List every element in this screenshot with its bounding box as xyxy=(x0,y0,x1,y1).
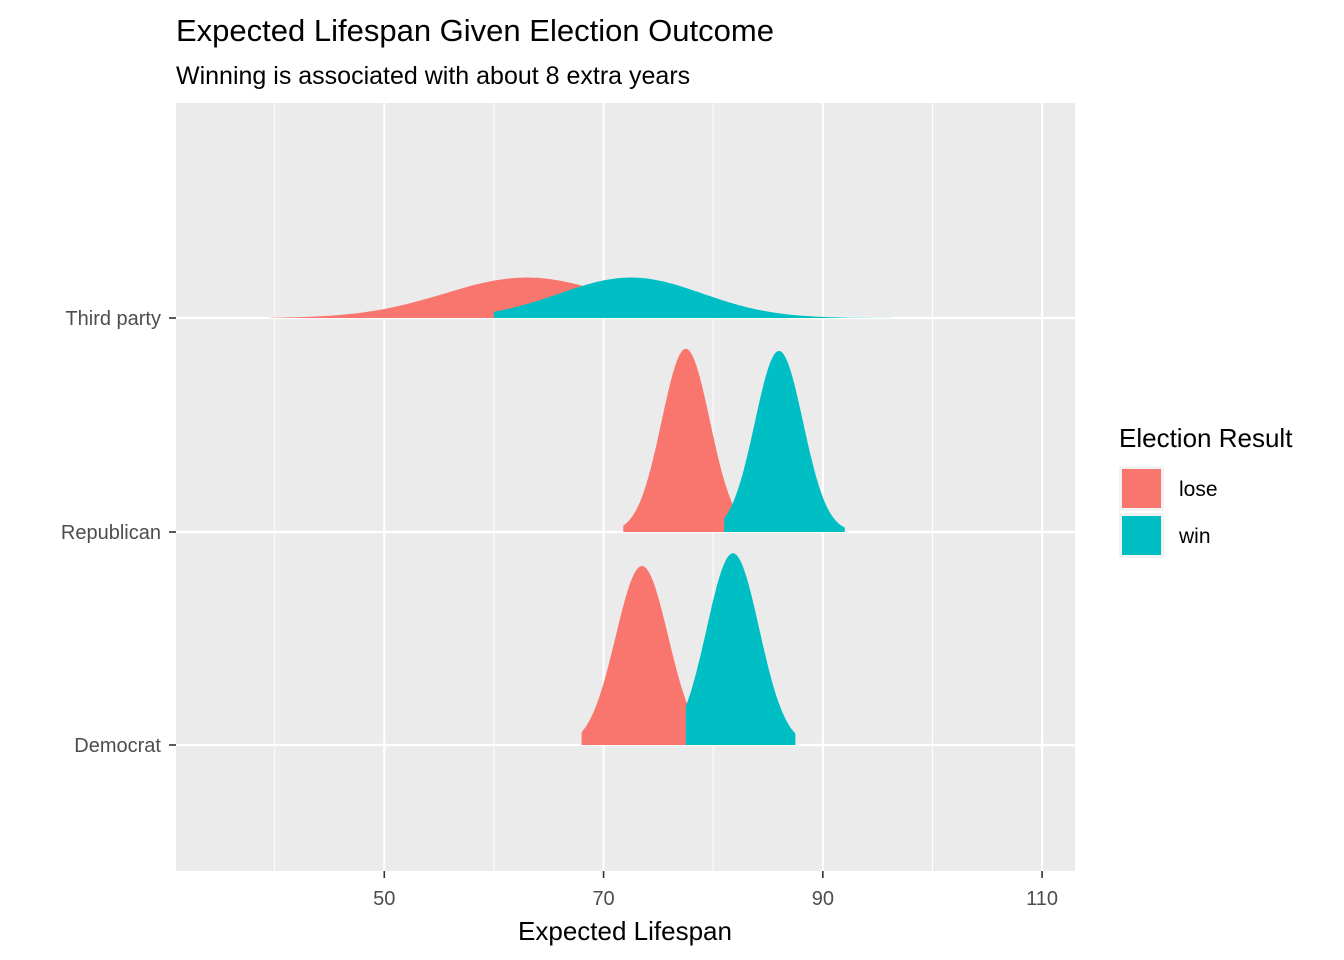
legend-swatch-win xyxy=(1122,516,1161,555)
x-tick-label: 90 xyxy=(812,888,834,910)
y-tick-label: Third party xyxy=(65,308,161,330)
ridge-win-democrat xyxy=(685,553,796,745)
y-axis: Democrat Republican Third party xyxy=(61,308,176,757)
legend-title: Election Result xyxy=(1119,423,1293,453)
chart-subtitle: Winning is associated with about 8 extra… xyxy=(176,62,690,90)
ridge-lose-republican xyxy=(623,348,747,532)
chart-title: Expected Lifespan Given Election Outcome xyxy=(176,13,774,48)
plot-panel xyxy=(176,103,1075,871)
ridge-lose-democrat xyxy=(581,566,703,745)
legend-label-win: win xyxy=(1178,525,1211,548)
x-axis: 50 70 90 110 xyxy=(373,871,1058,910)
legend-swatch-lose xyxy=(1122,469,1161,508)
x-tick-label: 50 xyxy=(373,888,395,910)
x-tick-label: 70 xyxy=(592,888,614,910)
y-tick-label: Democrat xyxy=(74,735,161,757)
ridge-win-republican xyxy=(724,351,845,532)
x-tick-label: 110 xyxy=(1026,888,1058,910)
density-ridges xyxy=(269,277,902,745)
x-axis-title: Expected Lifespan xyxy=(518,916,732,946)
ridge-lose-third-party xyxy=(269,277,812,318)
y-tick-label: Republican xyxy=(61,522,161,544)
ridge-win-third-party xyxy=(493,277,902,318)
legend-label-lose: lose xyxy=(1179,478,1218,501)
legend: Election Result lose win xyxy=(1119,423,1293,558)
